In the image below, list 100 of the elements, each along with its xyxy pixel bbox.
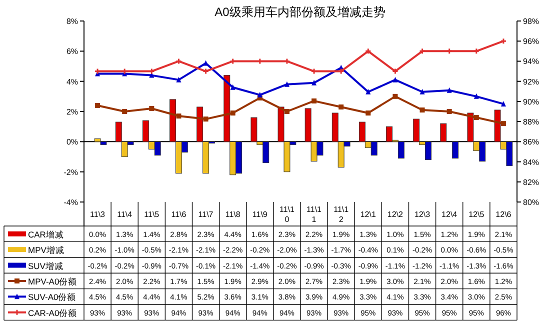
x-tick-label: 11\6 xyxy=(171,210,187,219)
point xyxy=(122,109,128,114)
point xyxy=(474,115,479,120)
bar xyxy=(196,106,204,142)
y-tick-label: -4% xyxy=(64,198,78,207)
y2-tick-label: 98% xyxy=(523,17,540,26)
y2-tick-label: 86% xyxy=(523,138,540,147)
bar xyxy=(121,141,128,157)
bar xyxy=(142,120,149,142)
bar xyxy=(358,122,366,142)
point xyxy=(473,48,480,54)
bar xyxy=(175,141,182,174)
point xyxy=(284,109,290,114)
point xyxy=(95,102,100,108)
point xyxy=(392,68,398,75)
point xyxy=(446,109,452,114)
legend-label: CAR增减 xyxy=(28,229,64,240)
bar xyxy=(250,117,258,142)
bar xyxy=(236,141,242,174)
point xyxy=(257,92,262,98)
point xyxy=(149,106,154,111)
bar xyxy=(94,138,101,142)
bar xyxy=(467,112,474,142)
legend-label: CAR-A0份额 xyxy=(28,308,78,318)
bar xyxy=(332,112,338,142)
bar xyxy=(413,118,420,142)
y2-tick-label: 94% xyxy=(523,57,540,66)
y2-tick-label: 84% xyxy=(523,158,540,167)
y-tick-label: 8% xyxy=(66,17,78,26)
legend-label: MPV增减 xyxy=(28,245,64,256)
point xyxy=(420,107,425,112)
bar xyxy=(202,141,210,174)
point xyxy=(446,87,452,93)
bar xyxy=(364,141,372,148)
point xyxy=(500,100,506,106)
point xyxy=(230,84,236,90)
x-tick-label: 12\6 xyxy=(496,210,512,219)
x-tick-label: 12\5 xyxy=(468,210,485,219)
bar xyxy=(278,106,284,142)
y-tick-label: 4% xyxy=(66,77,78,86)
x-tick-label: 11\4 xyxy=(117,210,133,219)
bar xyxy=(419,141,426,145)
bar xyxy=(284,141,290,172)
bar xyxy=(181,141,188,152)
bar xyxy=(479,141,486,162)
point xyxy=(366,110,371,116)
point xyxy=(446,48,453,54)
x-tick-label: 12\3 xyxy=(414,210,431,219)
bar xyxy=(256,141,264,145)
point xyxy=(419,48,426,54)
y-tick-label: 2% xyxy=(66,108,78,116)
x-tick-label: 11\5 xyxy=(144,210,160,219)
point xyxy=(420,88,425,94)
x-tick-label: 11\3 xyxy=(90,210,106,219)
point xyxy=(392,76,398,82)
bar xyxy=(100,141,107,145)
point xyxy=(392,94,398,99)
bar xyxy=(115,122,122,142)
point xyxy=(474,93,479,99)
x-tick-label: 12\4 xyxy=(442,210,458,219)
y2-tick-label: 96% xyxy=(523,37,540,46)
point xyxy=(500,121,506,126)
legend-label: MPV-A0份额 xyxy=(28,276,78,286)
bar xyxy=(127,141,134,145)
bar xyxy=(452,141,459,159)
point xyxy=(176,76,182,82)
bar xyxy=(310,141,318,162)
legend-label: SUV-A0份额 xyxy=(28,292,76,302)
x-tick-label: 11\9 xyxy=(252,210,268,219)
point xyxy=(176,114,182,119)
x-tick-label: 12\1 xyxy=(360,210,376,219)
bar xyxy=(338,141,344,168)
bar xyxy=(370,141,378,156)
point xyxy=(284,81,290,87)
bar xyxy=(440,123,447,142)
legend-label: SUV增减 xyxy=(28,260,64,271)
point xyxy=(230,110,236,116)
y2-tick-label: 90% xyxy=(523,97,540,106)
bar xyxy=(170,99,176,142)
bar xyxy=(506,141,513,166)
y-tick-label: -2% xyxy=(64,168,78,177)
bar xyxy=(230,141,236,176)
bar xyxy=(500,141,507,150)
x-tick-label: 11\7 xyxy=(198,210,214,219)
x-tick-label: 11\10 xyxy=(279,205,296,224)
bar xyxy=(304,108,312,142)
point xyxy=(366,88,371,94)
bar xyxy=(386,126,392,142)
y2-tick-label: 92% xyxy=(523,77,540,86)
point xyxy=(312,80,317,86)
point xyxy=(202,68,210,75)
y-tick-label: 6% xyxy=(66,47,78,56)
bar xyxy=(425,141,432,160)
point xyxy=(175,58,182,64)
x-tick-label: 12\2 xyxy=(387,210,404,219)
bar xyxy=(290,141,296,145)
bar xyxy=(262,141,270,164)
bar xyxy=(154,141,161,156)
point xyxy=(203,116,208,122)
chart-title: A0级乘用车内部份额及增减走势 xyxy=(214,5,386,19)
